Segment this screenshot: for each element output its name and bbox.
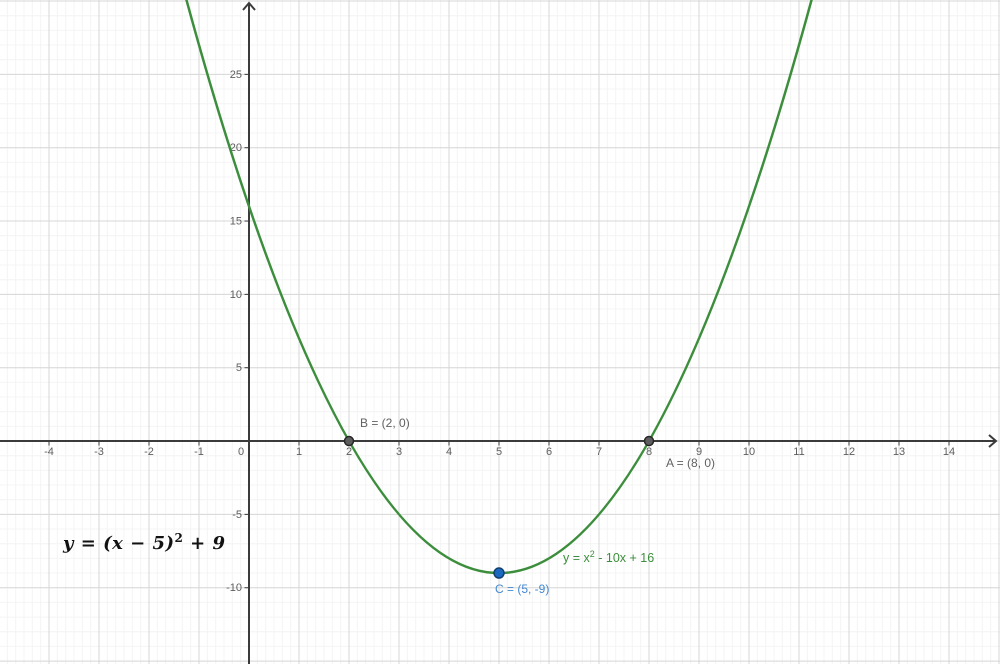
x-tick-label: 0: [238, 446, 244, 458]
y-tick-label: 20: [230, 142, 242, 154]
y-tick-label: 15: [230, 216, 242, 228]
x-tick-label: 14: [943, 446, 955, 458]
x-axis-arrow-icon: [988, 434, 998, 448]
point-a[interactable]: [643, 435, 655, 447]
x-tick-label: 10: [743, 446, 755, 458]
x-tick-label: -2: [144, 446, 154, 458]
x-tick-label: 12: [843, 446, 855, 458]
x-tick-label: -1: [194, 446, 204, 458]
y-tick-label: -5: [232, 509, 242, 521]
x-tick-label: -4: [44, 446, 54, 458]
x-tick-label: 13: [893, 446, 905, 458]
standard-form-equation-label: y = x2 - 10x + 16: [563, 548, 655, 565]
x-tick-label: 11: [793, 446, 804, 458]
vertex-form-equation-label: y = (x − 5)2 + 9: [63, 531, 226, 554]
point-label-c: C = (5, -9): [495, 582, 550, 597]
y-tick-label: 5: [236, 362, 242, 374]
point-label-a: A = (8, 0): [666, 456, 716, 471]
y-tick-label: 10: [230, 289, 242, 301]
x-tick-label: 8: [646, 446, 652, 458]
x-tick-label: 4: [446, 446, 452, 458]
x-tick-label: -3: [94, 446, 104, 458]
tick-labels: -4 -3 -2 -1 0 1 2 3 4 5 6 7 8 9 10 11 12 13 14252015105-5-…: [44, 69, 955, 594]
y-tick-label: -10: [226, 582, 242, 594]
point-label-b: B = (2, 0): [360, 416, 410, 431]
x-tick-label: 9: [696, 446, 702, 458]
x-tick-label: 2: [346, 446, 352, 458]
points: [343, 435, 655, 579]
x-tick-label: 6: [546, 446, 552, 458]
x-tick-label: 5: [496, 446, 502, 458]
x-tick-label: 7: [596, 446, 602, 458]
y-tick-label: 25: [230, 69, 242, 81]
point-b[interactable]: [343, 435, 355, 447]
x-tick-label: 1: [296, 446, 302, 458]
point-c[interactable]: [493, 567, 505, 579]
x-tick-label: 3: [396, 446, 402, 458]
y-axis-arrow-icon: [242, 1, 256, 11]
